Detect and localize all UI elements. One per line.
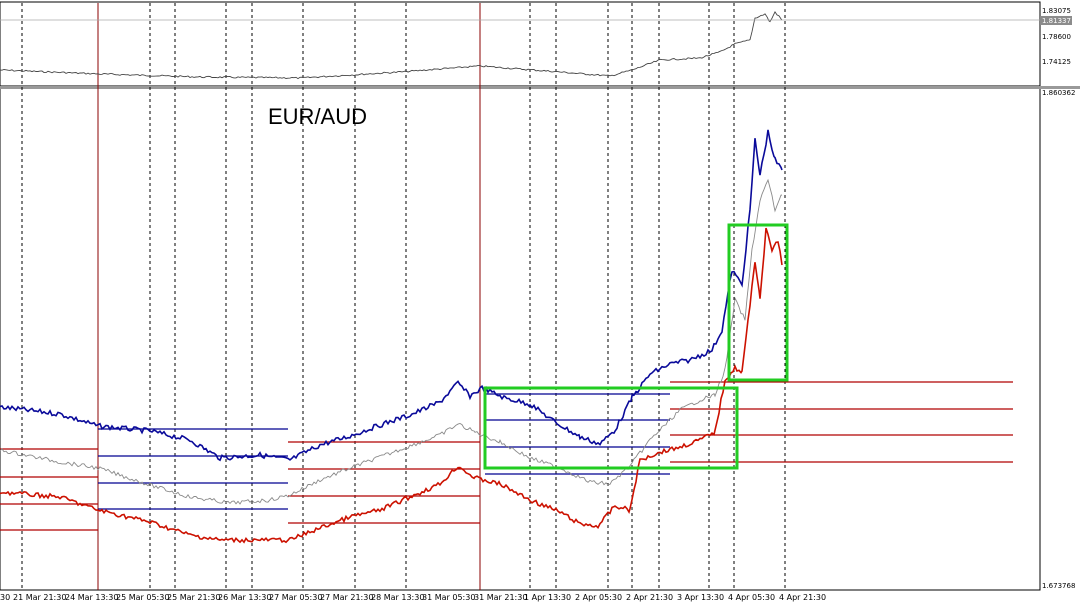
x-tick-label: 31 Mar 05:30 bbox=[422, 593, 475, 602]
top-y-tick-2: 1.78600 bbox=[1042, 33, 1071, 41]
x-tick-label: 21 Mar 21:30 bbox=[13, 593, 66, 602]
current-price-label: 1.81337 bbox=[1042, 17, 1071, 25]
middle-line bbox=[0, 178, 783, 505]
x-tick-label: 30 bbox=[0, 593, 10, 602]
current-price-box bbox=[1040, 16, 1072, 25]
lower-band-line bbox=[0, 227, 783, 544]
x-tick-label: 2 Apr 21:30 bbox=[626, 593, 673, 602]
x-tick-label: 26 Mar 13:30 bbox=[218, 593, 271, 602]
x-tick-label: 27 Mar 05:30 bbox=[269, 593, 322, 602]
overview-line bbox=[0, 11, 783, 80]
highlight-box-1 bbox=[483, 386, 739, 470]
highlight-box-2 bbox=[727, 223, 789, 382]
x-tick-label: 27 Mar 21:30 bbox=[320, 593, 373, 602]
x-tick-label: 3 Apr 13:30 bbox=[677, 593, 724, 602]
x-tick-label: 1 Apr 13:30 bbox=[524, 593, 571, 602]
main-y-bottom-label: 1.673768 bbox=[1042, 582, 1075, 590]
top-y-tick-1: 1.83075 bbox=[1042, 7, 1071, 15]
x-tick-label: 2 Apr 05:30 bbox=[575, 593, 622, 602]
series-group bbox=[0, 11, 1040, 544]
x-tick-label: 24 Mar 13:30 bbox=[65, 593, 118, 602]
x-tick-label: 31 Mar 21:30 bbox=[474, 593, 527, 602]
x-tick-label: 28 Mar 13:30 bbox=[371, 593, 424, 602]
x-tick-label: 25 Mar 21:30 bbox=[167, 593, 220, 602]
x-tick-label: 4 Apr 21:30 bbox=[779, 593, 826, 602]
top-y-tick-3: 1.74125 bbox=[1042, 58, 1071, 66]
session-levels bbox=[0, 381, 1013, 531]
main-y-top-label: 1.860362 bbox=[1042, 89, 1075, 97]
vertical-grid bbox=[21, 3, 786, 590]
upper-band-line bbox=[0, 129, 783, 462]
top-panel-frame bbox=[0, 1, 1041, 87]
x-tick-label: 4 Apr 05:30 bbox=[728, 593, 775, 602]
chart-title: EUR/AUD bbox=[268, 104, 367, 129]
main-panel-frame bbox=[0, 87, 1041, 591]
panel-divider bbox=[0, 86, 1080, 89]
x-tick-label: 25 Mar 05:30 bbox=[116, 593, 169, 602]
